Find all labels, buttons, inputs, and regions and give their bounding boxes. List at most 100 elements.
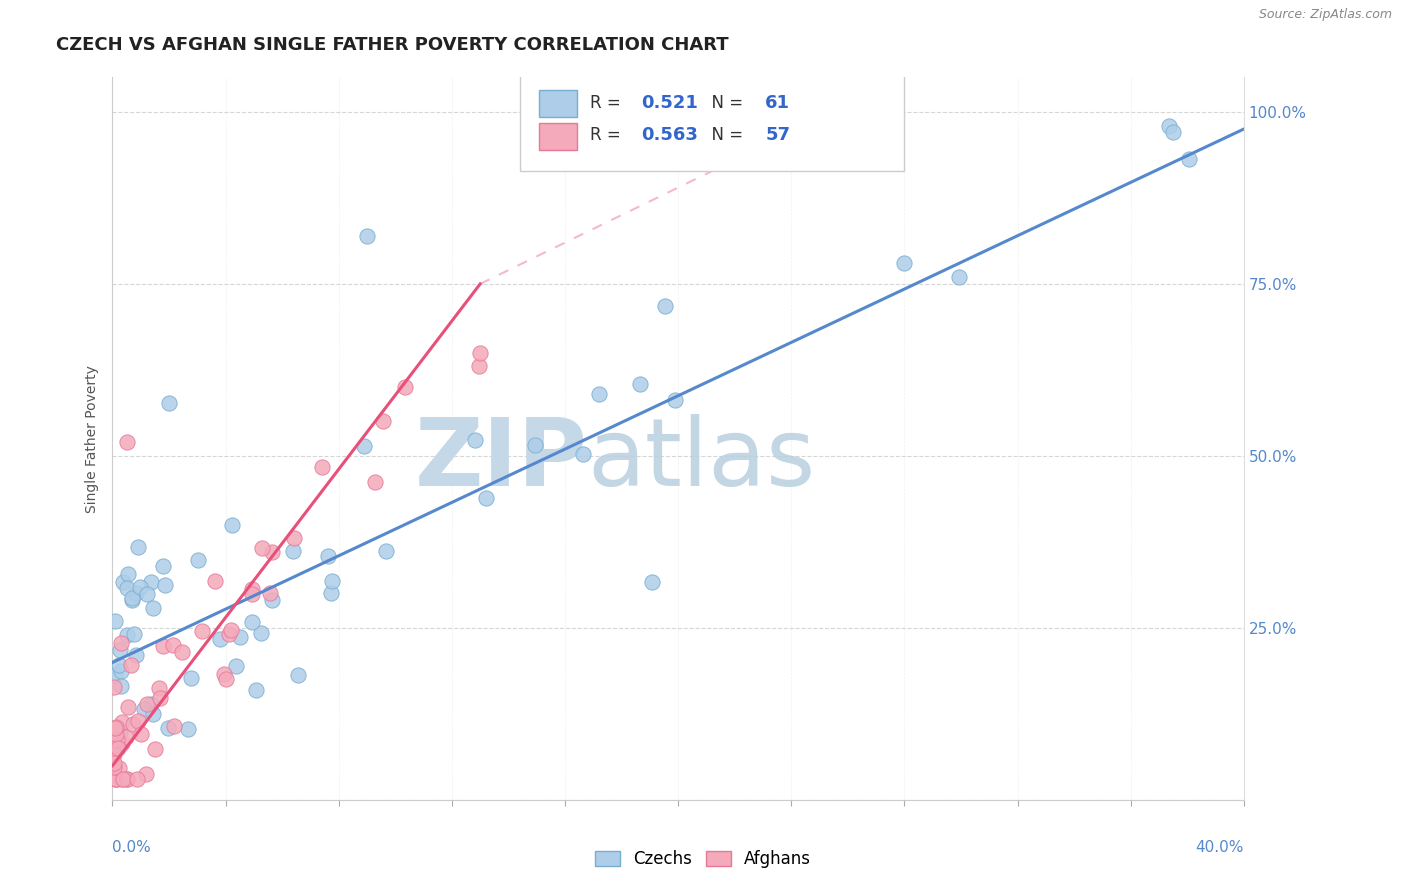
Point	[664, 392, 686, 407]
Point	[208, 632, 231, 647]
Point	[107, 738, 129, 752]
Y-axis label: Single Father Poverty: Single Father Poverty	[86, 365, 100, 513]
Point	[394, 380, 416, 394]
Point	[245, 683, 267, 698]
Point	[321, 574, 343, 588]
Point	[260, 545, 283, 559]
FancyBboxPatch shape	[538, 123, 578, 150]
Point	[105, 720, 128, 734]
Point	[948, 270, 970, 285]
Point	[212, 667, 235, 681]
Point	[157, 396, 180, 410]
Point	[111, 737, 134, 751]
Point	[1161, 126, 1184, 140]
Text: N =: N =	[700, 127, 748, 145]
Point	[588, 387, 610, 401]
Text: 0.521: 0.521	[641, 94, 697, 112]
Point	[628, 377, 651, 392]
Point	[353, 439, 375, 453]
Text: CZECH VS AFGHAN SINGLE FATHER POVERTY CORRELATION CHART: CZECH VS AFGHAN SINGLE FATHER POVERTY CO…	[56, 36, 728, 54]
Point	[104, 721, 127, 735]
Point	[112, 772, 135, 787]
Point	[103, 747, 125, 762]
Point	[135, 697, 157, 711]
Point	[240, 582, 263, 596]
Point	[121, 591, 143, 606]
Point	[287, 668, 309, 682]
Point	[641, 575, 664, 590]
Point	[187, 553, 209, 567]
Point	[125, 586, 148, 600]
Point	[105, 772, 128, 787]
Point	[103, 756, 125, 771]
Point	[152, 559, 174, 574]
Point	[127, 540, 149, 554]
Text: 0.563: 0.563	[641, 127, 697, 145]
Point	[115, 772, 138, 787]
Point	[356, 228, 378, 243]
Point	[1177, 152, 1199, 166]
FancyBboxPatch shape	[538, 90, 578, 117]
Point	[105, 733, 128, 747]
Point	[180, 672, 202, 686]
Point	[153, 578, 176, 592]
Point	[104, 614, 127, 628]
Point	[152, 640, 174, 654]
Point	[142, 707, 165, 722]
Point	[311, 459, 333, 474]
Point	[115, 772, 138, 787]
Point	[117, 566, 139, 581]
Point	[321, 585, 343, 599]
Point	[120, 657, 142, 672]
Point	[523, 438, 546, 452]
Point	[157, 721, 180, 735]
Point	[115, 582, 138, 596]
Point	[364, 475, 387, 490]
Point	[104, 772, 127, 787]
Point	[141, 574, 163, 589]
Text: R =: R =	[591, 127, 626, 145]
Text: N =: N =	[700, 94, 748, 112]
Point	[136, 587, 159, 601]
Point	[103, 760, 125, 774]
Text: atlas: atlas	[588, 415, 815, 507]
Point	[129, 580, 152, 594]
Point	[105, 727, 128, 741]
Point	[108, 724, 131, 739]
Point	[148, 681, 170, 695]
Point	[105, 741, 128, 756]
Point	[110, 636, 132, 650]
Point	[371, 414, 394, 428]
Point	[121, 717, 143, 731]
Point	[127, 714, 149, 728]
Point	[468, 359, 491, 374]
Point	[283, 544, 305, 558]
Point	[110, 680, 132, 694]
Point	[250, 626, 273, 640]
Text: R =: R =	[591, 94, 626, 112]
Point	[240, 615, 263, 629]
Point	[103, 680, 125, 694]
Text: Source: ZipAtlas.com: Source: ZipAtlas.com	[1258, 8, 1392, 21]
Point	[115, 435, 138, 450]
Point	[108, 657, 131, 672]
Point	[135, 766, 157, 780]
Point	[163, 719, 186, 733]
Point	[260, 592, 283, 607]
Point	[229, 630, 252, 644]
Point	[218, 627, 240, 641]
Point	[177, 723, 200, 737]
Point	[107, 740, 129, 755]
Point	[170, 645, 193, 659]
Point	[250, 541, 273, 556]
Text: ZIP: ZIP	[415, 415, 588, 507]
Point	[132, 702, 155, 716]
Point	[105, 772, 128, 787]
Point	[204, 574, 226, 588]
Point	[240, 586, 263, 600]
Point	[221, 623, 243, 637]
Point	[259, 585, 281, 599]
Point	[225, 658, 247, 673]
Point	[464, 433, 486, 447]
Point	[104, 668, 127, 682]
